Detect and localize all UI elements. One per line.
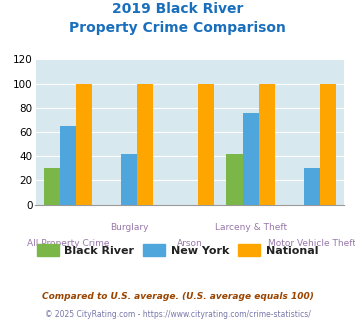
Bar — [320, 83, 336, 205]
Bar — [198, 83, 214, 205]
Text: Motor Vehicle Theft: Motor Vehicle Theft — [268, 239, 355, 248]
Bar — [121, 154, 137, 205]
Bar — [137, 83, 153, 205]
Text: Property Crime Comparison: Property Crime Comparison — [69, 21, 286, 35]
Bar — [243, 113, 259, 205]
Text: Compared to U.S. average. (U.S. average equals 100): Compared to U.S. average. (U.S. average … — [42, 292, 313, 301]
Bar — [226, 154, 243, 205]
Bar — [304, 168, 320, 205]
Text: Larceny & Theft: Larceny & Theft — [215, 223, 287, 232]
Text: 2019 Black River: 2019 Black River — [112, 2, 243, 16]
Bar — [76, 83, 92, 205]
Text: Burglary: Burglary — [110, 223, 148, 232]
Bar — [44, 168, 60, 205]
Bar — [259, 83, 275, 205]
Text: Arson: Arson — [177, 239, 203, 248]
Legend: Black River, New York, National: Black River, New York, National — [32, 240, 323, 260]
Text: All Property Crime: All Property Crime — [27, 239, 109, 248]
Bar — [60, 126, 76, 205]
Text: © 2025 CityRating.com - https://www.cityrating.com/crime-statistics/: © 2025 CityRating.com - https://www.city… — [45, 310, 310, 319]
